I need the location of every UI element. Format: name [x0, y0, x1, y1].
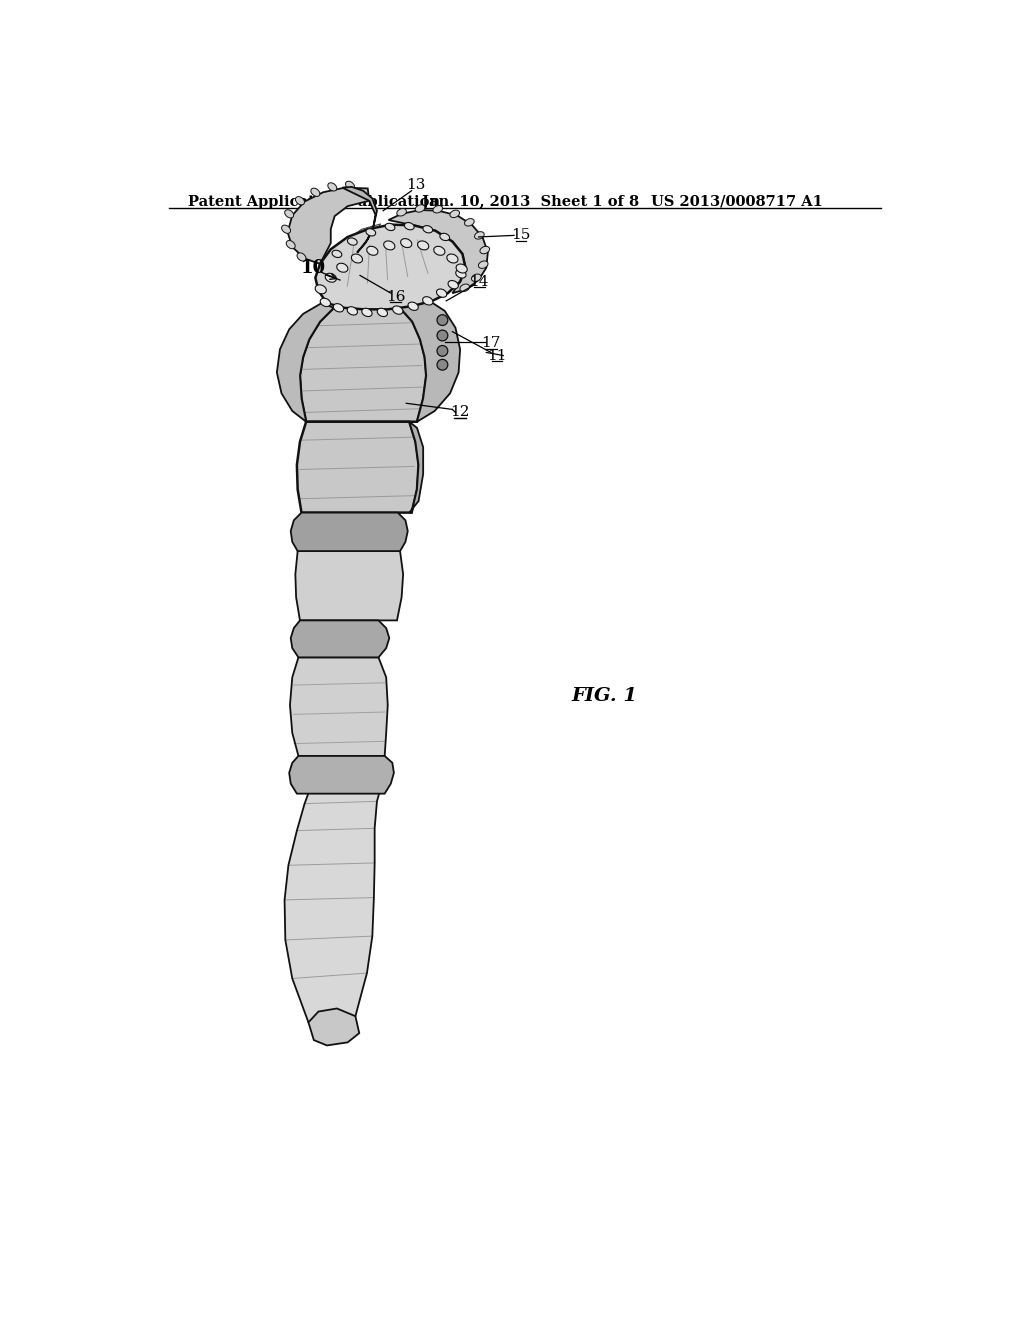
Ellipse shape: [361, 309, 372, 317]
Ellipse shape: [297, 253, 306, 261]
Ellipse shape: [347, 306, 357, 315]
Ellipse shape: [446, 253, 458, 263]
Circle shape: [437, 359, 447, 370]
Ellipse shape: [460, 284, 470, 292]
Ellipse shape: [326, 273, 336, 282]
Text: 14: 14: [470, 275, 489, 289]
Ellipse shape: [377, 309, 387, 317]
Ellipse shape: [396, 209, 407, 216]
Polygon shape: [342, 187, 377, 252]
Polygon shape: [290, 657, 388, 756]
Ellipse shape: [404, 223, 414, 230]
Ellipse shape: [328, 182, 337, 191]
Ellipse shape: [456, 264, 467, 273]
Ellipse shape: [400, 239, 412, 248]
Ellipse shape: [351, 253, 362, 263]
Ellipse shape: [392, 306, 402, 314]
Ellipse shape: [474, 232, 484, 239]
Ellipse shape: [449, 281, 459, 289]
Ellipse shape: [423, 297, 433, 305]
Polygon shape: [297, 422, 419, 512]
Polygon shape: [291, 620, 389, 657]
Polygon shape: [308, 1008, 359, 1045]
Ellipse shape: [440, 234, 450, 240]
Ellipse shape: [480, 247, 489, 253]
Text: 11: 11: [487, 348, 507, 363]
Polygon shape: [295, 552, 403, 620]
Ellipse shape: [436, 289, 446, 297]
Ellipse shape: [450, 210, 460, 218]
Circle shape: [437, 314, 447, 326]
Ellipse shape: [456, 269, 466, 279]
Text: 12: 12: [451, 405, 470, 420]
Ellipse shape: [333, 304, 344, 312]
Polygon shape: [288, 187, 370, 264]
Ellipse shape: [347, 238, 357, 246]
Polygon shape: [291, 512, 408, 552]
Ellipse shape: [345, 181, 354, 190]
Ellipse shape: [384, 242, 395, 249]
Text: 16: 16: [386, 290, 406, 304]
Polygon shape: [300, 297, 426, 422]
Ellipse shape: [367, 247, 378, 255]
Text: 15: 15: [511, 228, 530, 243]
Ellipse shape: [465, 219, 474, 226]
Polygon shape: [335, 224, 381, 297]
Polygon shape: [410, 422, 423, 512]
Text: Jan. 10, 2013  Sheet 1 of 8: Jan. 10, 2013 Sheet 1 of 8: [422, 194, 639, 209]
Polygon shape: [388, 210, 487, 293]
Ellipse shape: [423, 226, 433, 232]
Text: US 2013/0008717 A1: US 2013/0008717 A1: [651, 194, 823, 209]
Polygon shape: [285, 779, 383, 1022]
Text: FIG. 1: FIG. 1: [571, 686, 637, 705]
Circle shape: [437, 346, 447, 356]
Polygon shape: [289, 756, 394, 793]
Ellipse shape: [385, 223, 395, 231]
Ellipse shape: [296, 197, 304, 205]
Ellipse shape: [282, 226, 291, 234]
Text: Patent Application Publication: Patent Application Publication: [188, 194, 440, 209]
Circle shape: [437, 330, 447, 341]
Ellipse shape: [433, 206, 442, 213]
Ellipse shape: [337, 263, 348, 272]
Ellipse shape: [434, 247, 444, 255]
Ellipse shape: [418, 242, 429, 249]
Ellipse shape: [408, 302, 418, 310]
Text: 13: 13: [406, 178, 425, 193]
Ellipse shape: [478, 261, 488, 268]
Ellipse shape: [287, 240, 295, 248]
Text: 10: 10: [300, 259, 326, 277]
Polygon shape: [400, 297, 460, 422]
Ellipse shape: [321, 298, 331, 306]
Polygon shape: [315, 224, 466, 309]
Ellipse shape: [416, 205, 425, 213]
Ellipse shape: [471, 275, 481, 281]
Ellipse shape: [315, 285, 327, 294]
Ellipse shape: [332, 251, 342, 257]
Ellipse shape: [366, 228, 376, 236]
Ellipse shape: [311, 189, 319, 197]
Polygon shape: [276, 304, 334, 422]
Ellipse shape: [285, 210, 294, 218]
Text: 17: 17: [481, 337, 501, 350]
